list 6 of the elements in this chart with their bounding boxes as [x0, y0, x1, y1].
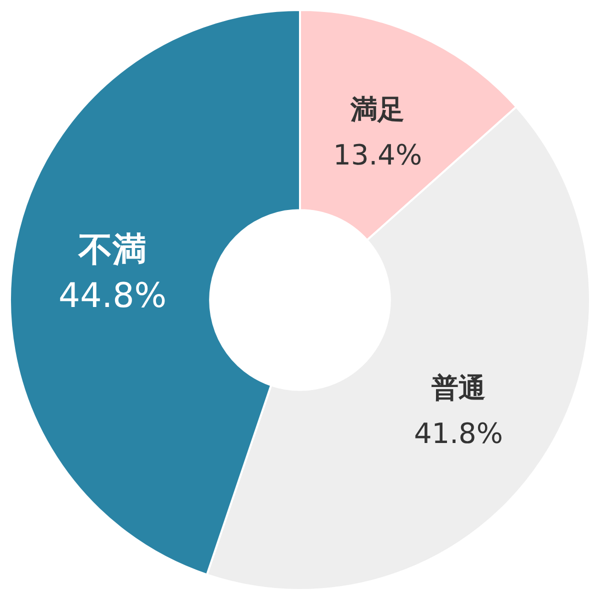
data-label: 41.8% [414, 416, 503, 450]
data-label: 44.8% [58, 276, 167, 316]
slice-label: 満足 [350, 94, 405, 126]
slice-label: 不満 [78, 230, 147, 270]
data-label: 13.4% [333, 138, 422, 172]
slice-label: 普通 [430, 372, 486, 404]
